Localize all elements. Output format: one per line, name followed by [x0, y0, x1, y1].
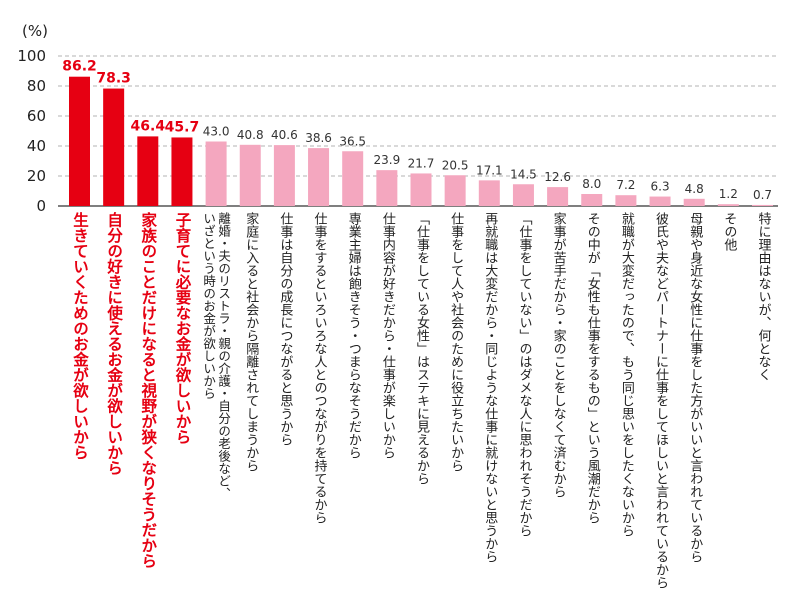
category-label-3: 家族のことだけになると視野が狭くなりそうだから [138, 212, 157, 569]
category-label-15: 家事が苦手だから・家のことをしなくて済むから [550, 212, 566, 498]
bar-7 [274, 145, 295, 206]
bar-5 [206, 142, 227, 207]
y-axis-ticks: 0 20 40 60 80 100 [17, 47, 46, 215]
category-label-10: 仕事内容が好きだから・仕事が楽しいから [379, 212, 395, 459]
bar-20 [718, 204, 739, 206]
category-label-5: 離婚・夫のリストラ・親の介護・自分の老後など、 いざという時のお金が欲しいから [201, 212, 231, 500]
category-label-13: 再就職は大変だから・同じような仕事に就けないと思うから [481, 212, 497, 563]
category-label-18: 彼氏や夫などパートナーに仕事をしてほしいと言われているから [652, 212, 668, 589]
bar-6 [240, 145, 261, 206]
y-tick-label: 0 [36, 197, 46, 215]
value-label-1: 86.2 [62, 59, 97, 75]
bar-3 [137, 136, 158, 206]
category-label-6: 家庭に入ると社会から隔離されてしまうから [242, 212, 258, 472]
y-tick-label: 20 [27, 167, 46, 185]
category-label-16: その中が「女性も仕事をするもの」という風潮だから [584, 212, 600, 524]
category-label-19: 母親や身近な女性に仕事をした方がいいと言われているから [686, 212, 702, 563]
bar-4 [171, 137, 192, 206]
category-label-20: その他 [720, 212, 736, 251]
category-label-21: 特に理由はないが、何となく [755, 212, 771, 381]
value-label-11: 21.7 [408, 156, 435, 170]
value-label-15: 12.6 [544, 170, 571, 184]
value-label-14: 14.5 [510, 167, 537, 181]
value-label-17: 7.2 [616, 178, 635, 192]
y-tick-label: 40 [27, 137, 46, 155]
bar-8 [308, 148, 329, 206]
y-tick-label: 80 [27, 77, 46, 95]
category-label-4: 子育てに必要なお金が欲しいから [172, 212, 191, 445]
value-label-13: 17.1 [476, 163, 503, 177]
value-label-20: 1.2 [719, 187, 738, 201]
bar-12 [445, 175, 466, 206]
value-label-10: 23.9 [373, 153, 400, 167]
bar-15 [547, 187, 568, 206]
category-label-12: 仕事をして人や社会のために役立ちたいから [447, 212, 463, 472]
category-label-7: 仕事は自分の成長につながると思うから [276, 212, 292, 446]
value-label-21: 0.7 [753, 188, 772, 202]
bar-19 [684, 199, 705, 206]
bar-1 [69, 77, 90, 206]
category-label-2: 自分の好きに使えるお金が欲しいから [104, 212, 123, 476]
category-label-17: 就職が大変だったので、もう同じ思いをしたくないから [618, 212, 634, 537]
value-label-9: 36.5 [339, 134, 366, 148]
y-tick-label: 100 [17, 47, 46, 65]
value-label-3: 46.4 [131, 118, 166, 134]
bar-9 [342, 151, 363, 206]
category-label-8: 仕事をするといろいろな人とのつながりを持てるから [311, 212, 327, 524]
category-label-1: 生きていくためのお金が欲しいから [70, 212, 89, 460]
value-label-18: 6.3 [651, 180, 670, 194]
bar-21 [752, 205, 773, 206]
value-label-19: 4.8 [685, 182, 704, 196]
value-label-6: 40.8 [237, 128, 264, 142]
value-label-4: 45.7 [165, 119, 200, 135]
bar-2 [103, 89, 124, 206]
y-axis-unit-label: (%) [22, 22, 48, 40]
value-label-12: 20.5 [442, 158, 469, 172]
category-label-14: 「仕事をしていない」のはダメな人に思われそうだから [515, 212, 531, 537]
bar-16 [581, 194, 602, 206]
category-label-9: 専業主婦は飽きそう・つまらなそうだから [345, 212, 361, 459]
bar-18 [650, 197, 671, 206]
value-label-5: 43.0 [203, 125, 230, 139]
value-label-8: 38.6 [305, 131, 332, 145]
value-label-7: 40.6 [271, 128, 298, 142]
bar-17 [615, 195, 636, 206]
bar-14 [513, 184, 534, 206]
bar-13 [479, 180, 500, 206]
y-tick-label: 60 [27, 107, 46, 125]
bar-11 [411, 173, 432, 206]
bar-10 [376, 170, 397, 206]
value-label-2: 78.3 [96, 71, 131, 87]
category-label-11: 「仕事をしている女性」はステキに見えるから [413, 212, 429, 485]
value-label-16: 8.0 [582, 177, 601, 191]
